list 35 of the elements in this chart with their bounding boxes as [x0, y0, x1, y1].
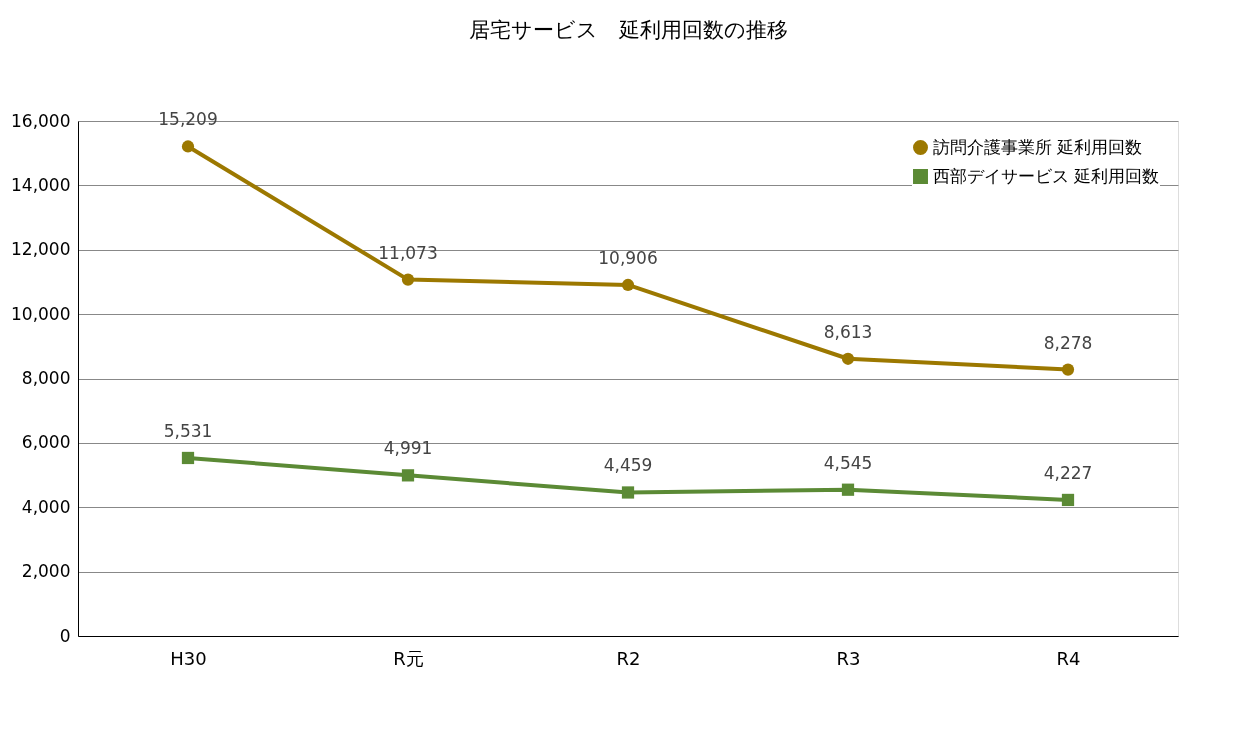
data-label: 10,906 — [598, 247, 658, 268]
point — [841, 352, 855, 365]
y-tick-label: 16,000 — [11, 110, 71, 131]
data-label: 8,278 — [1043, 332, 1093, 353]
data-label: 5,531 — [163, 420, 213, 441]
y-tick-label: 8,000 — [21, 368, 71, 388]
point — [181, 451, 195, 465]
y-tick-label: 4,000 — [21, 496, 71, 517]
point — [1061, 363, 1075, 376]
y-tick-label: 10,000 — [11, 303, 71, 324]
x-tick-label: R4 — [1056, 647, 1081, 669]
point — [181, 140, 195, 153]
point — [841, 483, 855, 496]
data-label: 4,545 — [823, 452, 873, 473]
point — [621, 278, 635, 292]
legend-label: 西部デイサービス 延利用回数 — [933, 165, 1160, 186]
data-label: 4,991 — [383, 438, 433, 459]
point — [401, 469, 415, 482]
chart-title: 居宅サービス 延利用回数の推移 — [468, 18, 788, 43]
x-tick-label: R元 — [393, 647, 424, 669]
data-label: 4,227 — [1043, 462, 1093, 483]
y-tick-label: 14,000 — [11, 174, 71, 195]
legend-label: 訪問介護事業所 延利用回数 — [933, 136, 1143, 157]
y-tick-label: 2,000 — [21, 561, 71, 582]
data-label: 8,613 — [823, 321, 873, 342]
data-label: 4,459 — [603, 455, 653, 476]
point — [1061, 493, 1075, 507]
x-tick-label: R2 — [616, 647, 641, 669]
point — [401, 273, 415, 286]
y-tick-label: 6,000 — [21, 432, 71, 453]
y-tick-label: 0 — [59, 625, 71, 646]
x-tick-label: R3 — [836, 647, 861, 669]
point — [621, 486, 635, 499]
x-tick-label: H30 — [170, 647, 207, 669]
y-tick-label: 12,000 — [11, 239, 71, 260]
